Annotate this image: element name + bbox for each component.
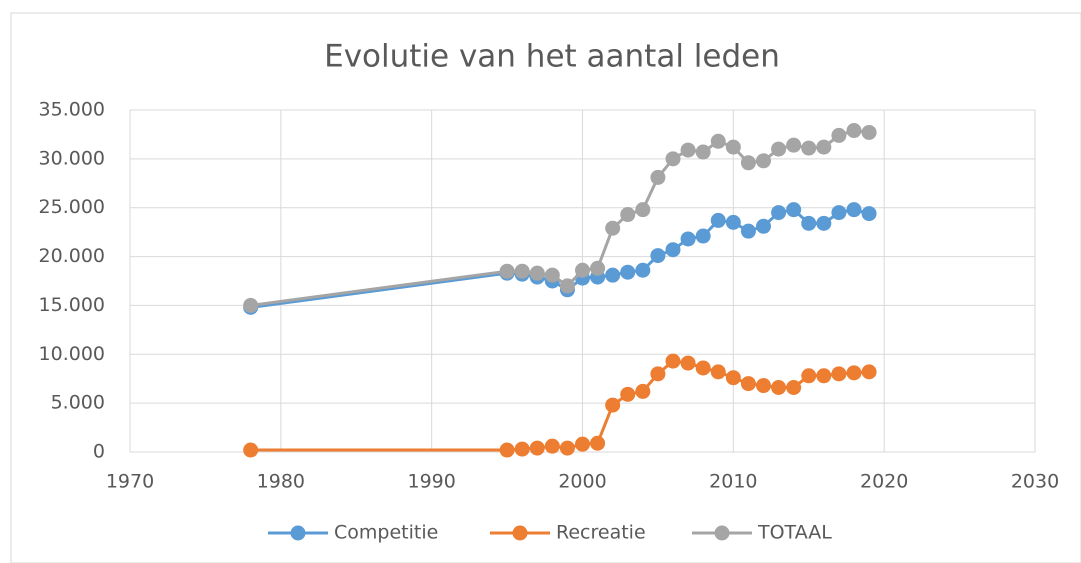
- point: [846, 123, 862, 139]
- point: [740, 223, 756, 239]
- y-tick-label: 15.000: [39, 294, 105, 316]
- y-tick-label: 20.000: [39, 245, 105, 267]
- x-tick-label: 1970: [106, 471, 154, 493]
- point: [605, 397, 621, 413]
- point: [786, 137, 802, 153]
- point: [816, 215, 832, 231]
- point: [575, 262, 590, 278]
- point: [499, 263, 515, 279]
- point: [740, 376, 756, 392]
- point: [544, 267, 560, 283]
- point: [801, 368, 817, 384]
- y-tick-label: 30.000: [39, 147, 105, 169]
- point: [695, 144, 711, 160]
- point: [710, 133, 726, 149]
- point: [816, 368, 832, 384]
- legend-label: Recreatie: [556, 522, 646, 544]
- point: [861, 364, 877, 380]
- point: [710, 212, 726, 228]
- chart-frame: [10, 12, 1081, 563]
- point: [740, 155, 756, 171]
- point: [861, 206, 877, 222]
- point: [499, 442, 515, 458]
- point: [680, 231, 696, 247]
- point: [650, 248, 666, 264]
- x-tick-label: 2010: [709, 471, 757, 493]
- point: [650, 169, 666, 185]
- point: [771, 380, 787, 396]
- point: [710, 364, 726, 380]
- point: [831, 127, 847, 143]
- legend-label: TOTAAL: [757, 522, 832, 544]
- point: [786, 380, 802, 396]
- point: [801, 215, 817, 231]
- point: [846, 365, 862, 381]
- y-tick-label: 0: [93, 441, 105, 463]
- y-tick-label: 25.000: [39, 196, 105, 218]
- point: [695, 228, 711, 244]
- y-tick-label: 10.000: [39, 343, 105, 365]
- point: [725, 214, 741, 230]
- x-tick-label: 2000: [558, 471, 606, 493]
- point: [680, 142, 696, 158]
- point: [620, 207, 636, 223]
- point: [756, 218, 771, 234]
- point: [529, 265, 545, 281]
- point: [590, 260, 606, 276]
- point: [771, 205, 787, 221]
- point: [786, 202, 802, 218]
- point: [559, 278, 575, 294]
- x-tick-label: 1980: [257, 471, 305, 493]
- point: [756, 153, 771, 169]
- point: [635, 262, 651, 278]
- legend-marker: [512, 525, 528, 541]
- point: [650, 366, 666, 382]
- point: [605, 267, 621, 283]
- legend-label: Competitie: [334, 522, 438, 544]
- x-tick-label: 2030: [1011, 471, 1059, 493]
- point: [665, 151, 681, 167]
- point: [544, 438, 560, 454]
- point: [575, 436, 590, 452]
- chart-title: Evolutie van het aantal leden: [324, 39, 780, 75]
- point: [665, 353, 681, 369]
- point: [725, 139, 741, 155]
- point: [725, 370, 741, 386]
- point: [559, 440, 575, 456]
- point: [861, 124, 877, 140]
- y-tick-label: 5.000: [51, 392, 105, 414]
- point: [680, 355, 696, 371]
- point: [635, 202, 651, 218]
- point: [243, 297, 259, 313]
- point: [831, 366, 847, 382]
- point: [529, 440, 545, 456]
- point: [620, 264, 636, 280]
- point: [243, 442, 259, 458]
- x-tick-label: 2020: [860, 471, 908, 493]
- point: [846, 202, 862, 218]
- point: [514, 263, 530, 279]
- point: [620, 386, 636, 402]
- point: [514, 441, 530, 457]
- point: [771, 141, 787, 157]
- point: [816, 139, 832, 155]
- point: [801, 140, 817, 156]
- point: [756, 378, 771, 394]
- legend-marker: [290, 525, 306, 541]
- point: [605, 220, 621, 236]
- point: [831, 205, 847, 221]
- legend-marker: [714, 525, 730, 541]
- point: [695, 360, 711, 376]
- x-tick-label: 1990: [407, 471, 455, 493]
- point: [590, 435, 606, 451]
- point: [665, 242, 681, 258]
- point: [635, 383, 651, 399]
- y-tick-label: 35.000: [39, 99, 105, 121]
